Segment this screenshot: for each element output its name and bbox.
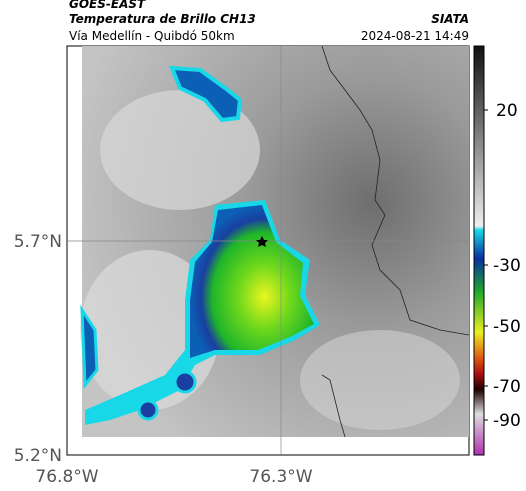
source: SIATA xyxy=(431,12,469,26)
lat-label: 5.7°N xyxy=(14,232,62,252)
subtitle: Temperatura de Brillo CH13 xyxy=(69,12,256,26)
title: GOES-EAST xyxy=(69,0,146,11)
map xyxy=(66,45,470,456)
colorbar-tick-label: -90 xyxy=(493,411,521,431)
lat-label: 5.2°N xyxy=(14,446,62,466)
colorbar xyxy=(473,45,488,456)
route: Vía Medellín - Quibdó 50km xyxy=(69,29,235,43)
lon-label: 76.3°W xyxy=(249,467,312,487)
lon-label: 76.8°W xyxy=(35,467,98,487)
colorbar-tick-label: 20 xyxy=(496,101,518,121)
colorbar-tick-label: -30 xyxy=(493,256,521,276)
timestamp: 2024-08-21 14:49 xyxy=(361,29,469,43)
colorbar-tick-label: -70 xyxy=(493,377,521,397)
colorbar-tick-label: -50 xyxy=(493,317,521,337)
